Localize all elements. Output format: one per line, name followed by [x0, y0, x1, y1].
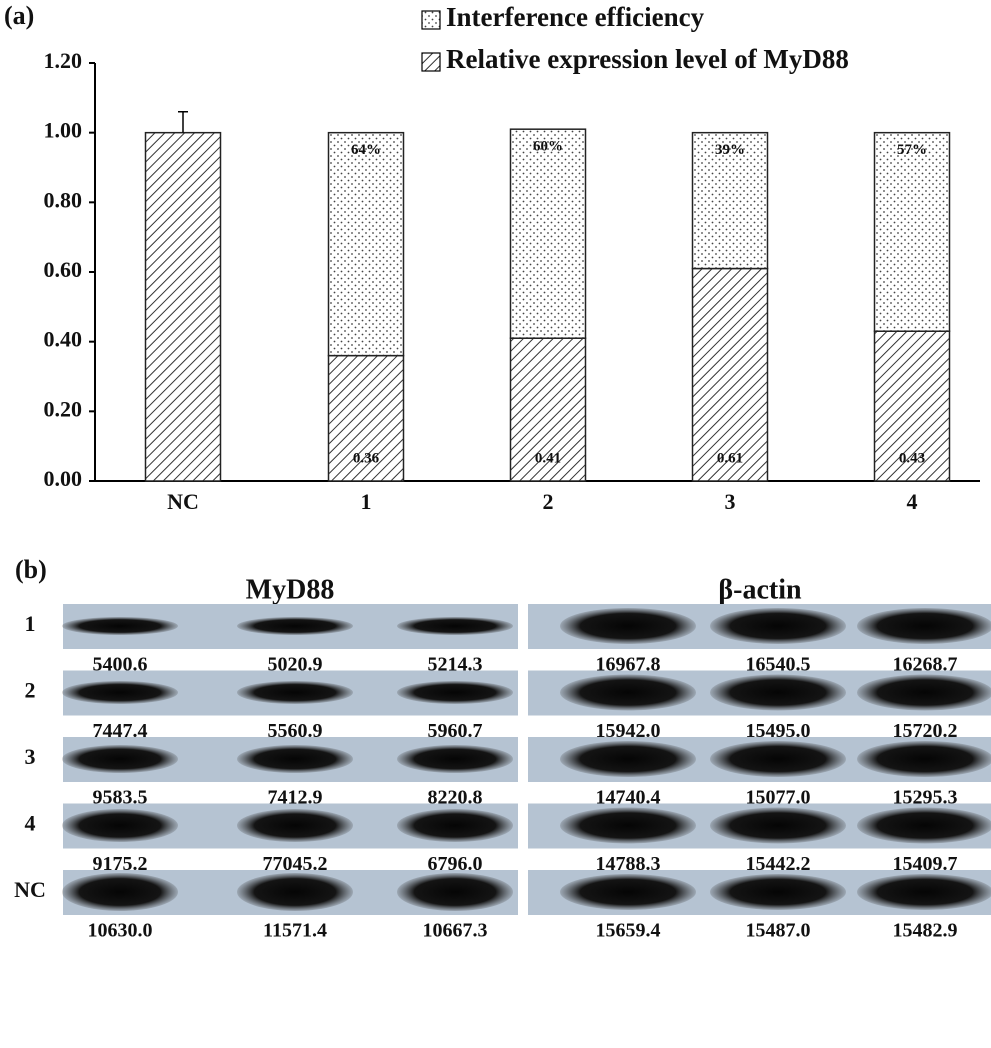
- group-label: MyD88: [246, 574, 335, 605]
- x-tick-label: 3: [725, 489, 736, 514]
- data-label: 0.36: [353, 450, 380, 466]
- bar-segment: [511, 129, 586, 338]
- bar-segment: [146, 133, 221, 481]
- y-tick-label: 1.00: [44, 118, 83, 143]
- x-tick-label: 2: [543, 489, 554, 514]
- blot-band: [857, 808, 991, 844]
- blot-band: [857, 874, 991, 910]
- bar-segment: [329, 133, 404, 356]
- legend-label: Interference efficiency: [446, 2, 705, 32]
- blot-band: [857, 675, 991, 711]
- blot-band: [560, 741, 696, 777]
- blot-band: [857, 741, 991, 777]
- blot-band: [710, 808, 846, 844]
- y-tick-label: 0.40: [44, 327, 83, 352]
- legend-label: Relative expression level of MyD88: [446, 44, 849, 74]
- blot-band: [237, 873, 353, 911]
- band-intensity: 15487.0: [746, 920, 811, 942]
- y-tick-label: 0.80: [44, 187, 83, 212]
- bar-segment: [693, 269, 768, 481]
- error-bar: [178, 112, 188, 133]
- blot-band: [62, 617, 178, 635]
- blot-band: [397, 617, 513, 635]
- blot-band: [62, 745, 178, 773]
- blot-band: [560, 675, 696, 711]
- data-label: 0.61: [717, 450, 743, 466]
- band-intensity: 10667.3: [423, 920, 488, 942]
- blot-band: [710, 741, 846, 777]
- blot-band: [397, 745, 513, 773]
- blot-band: [397, 681, 513, 704]
- blot-band: [710, 874, 846, 910]
- blot-band: [560, 608, 696, 644]
- x-tick-label: 1: [361, 489, 372, 514]
- blot-band: [560, 874, 696, 910]
- bar-segment: [875, 133, 950, 332]
- data-label: 0.43: [899, 450, 925, 466]
- band-intensity: 10630.0: [88, 920, 153, 942]
- row-label: 3: [25, 744, 36, 769]
- blot-band: [237, 745, 353, 773]
- panel-label: (a): [4, 1, 34, 30]
- blot-band: [237, 617, 353, 635]
- blot-band: [397, 809, 513, 842]
- blot-band: [560, 808, 696, 844]
- band-intensity: 11571.4: [263, 920, 327, 942]
- y-tick-label: 0.00: [44, 466, 83, 491]
- row-label: NC: [14, 877, 46, 902]
- data-label: 57%: [897, 142, 927, 158]
- data-label: 0.41: [535, 450, 561, 466]
- panel-label: (b): [15, 555, 47, 584]
- data-label: 64%: [351, 142, 381, 158]
- data-label: 39%: [715, 142, 745, 158]
- blot-band: [237, 809, 353, 842]
- blot-band: [397, 873, 513, 911]
- data-label: 60%: [533, 139, 563, 155]
- y-tick-label: 0.60: [44, 257, 83, 282]
- blot-band: [62, 681, 178, 704]
- x-tick-label: NC: [167, 489, 199, 514]
- row-label: 2: [25, 678, 36, 703]
- y-tick-label: 0.20: [44, 396, 83, 421]
- blot-band: [710, 675, 846, 711]
- band-intensity: 15659.4: [596, 920, 661, 942]
- blot-band: [62, 809, 178, 842]
- y-tick-label: 1.20: [44, 48, 83, 73]
- row-label: 4: [25, 811, 36, 836]
- row-label: 1: [25, 611, 36, 636]
- group-label: β-actin: [718, 574, 802, 605]
- blot-band: [62, 873, 178, 911]
- band-intensity: 15482.9: [893, 920, 958, 942]
- legend-swatch: [422, 53, 440, 71]
- x-tick-label: 4: [907, 489, 918, 514]
- figure: (a) (b) MyD88 β-actin 0.00 0.20 0.40 0.60 0.…: [0, 0, 991, 1048]
- blot-band: [710, 608, 846, 644]
- legend-swatch: [422, 11, 440, 29]
- blot-band: [237, 681, 353, 704]
- blot-band: [857, 608, 991, 644]
